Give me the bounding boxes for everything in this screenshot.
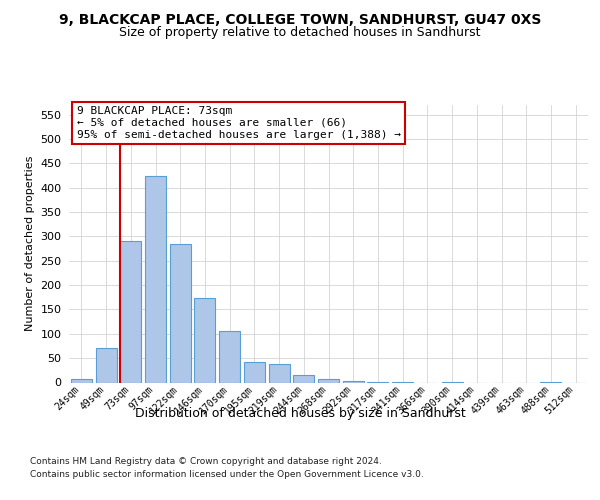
Bar: [318, 378, 339, 382]
Bar: [244, 362, 265, 382]
Text: Contains public sector information licensed under the Open Government Licence v3: Contains public sector information licen…: [30, 470, 424, 479]
Bar: [170, 244, 191, 382]
Text: Distribution of detached houses by size in Sandhurst: Distribution of detached houses by size …: [134, 408, 466, 420]
Bar: [194, 298, 215, 382]
Bar: [269, 364, 290, 382]
Bar: [219, 332, 240, 382]
Bar: [145, 176, 166, 382]
Text: 9 BLACKCAP PLACE: 73sqm
← 5% of detached houses are smaller (66)
95% of semi-det: 9 BLACKCAP PLACE: 73sqm ← 5% of detached…: [77, 106, 401, 140]
Text: Contains HM Land Registry data © Crown copyright and database right 2024.: Contains HM Land Registry data © Crown c…: [30, 458, 382, 466]
Y-axis label: Number of detached properties: Number of detached properties: [25, 156, 35, 332]
Bar: [120, 242, 141, 382]
Bar: [343, 380, 364, 382]
Text: Size of property relative to detached houses in Sandhurst: Size of property relative to detached ho…: [119, 26, 481, 39]
Bar: [95, 348, 116, 382]
Text: 9, BLACKCAP PLACE, COLLEGE TOWN, SANDHURST, GU47 0XS: 9, BLACKCAP PLACE, COLLEGE TOWN, SANDHUR…: [59, 12, 541, 26]
Bar: [71, 379, 92, 382]
Bar: [293, 374, 314, 382]
